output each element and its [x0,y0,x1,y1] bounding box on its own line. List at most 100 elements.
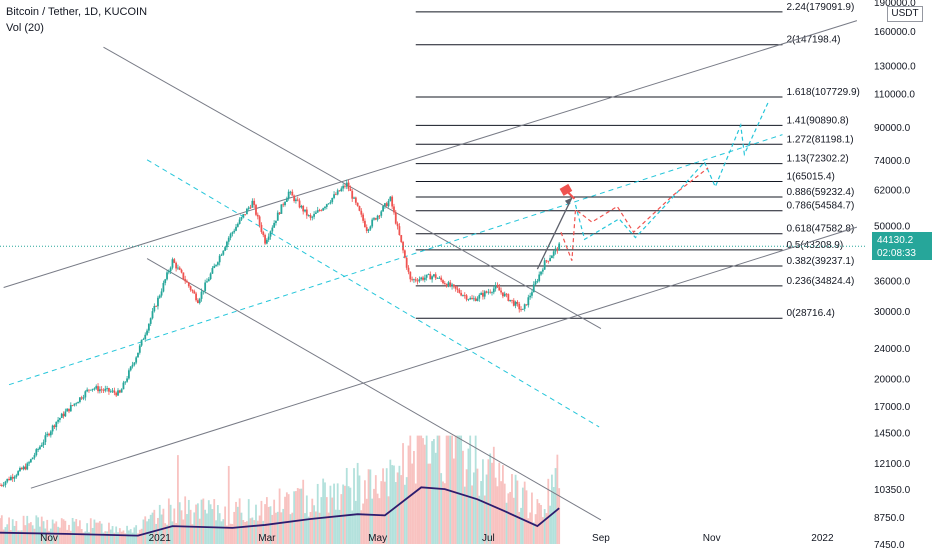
price-tick-label: 30000.0 [874,307,911,318]
candle-body [78,397,81,403]
time-tick-label: May [368,533,387,544]
volume-bar [95,522,98,544]
candle-body [11,476,14,479]
candle-body [467,299,470,301]
candle-body [218,255,221,263]
flag-marker-icon [559,183,573,196]
volume-bar [442,481,444,544]
volume-bar [518,512,521,544]
candle-body [253,200,256,205]
volume-bar [193,512,196,544]
candle-body [118,390,121,393]
candle-body [465,295,468,300]
bar-countdown: 02:08:33 [877,248,916,260]
volume-bar [222,519,225,544]
volume-bar [362,503,365,544]
volume-bar [438,435,441,544]
volume-bar [24,525,27,544]
volume-bar [500,481,502,544]
candle-body [298,200,301,208]
fib-level-label: 0.382(39237.1) [786,256,854,267]
candle-body [373,218,375,220]
volume-bar [514,474,517,544]
candle-body [220,254,223,256]
candle-body [472,298,475,300]
candle-body [423,277,426,280]
volume-bar [207,500,210,544]
volume-bar [300,488,303,544]
time-tick-label: 2021 [149,533,172,544]
candle-body [442,280,444,284]
candle-body [17,471,20,476]
candle-body [15,475,18,477]
volume-bar [498,462,501,544]
volume-bar [551,474,553,544]
candlesticks [0,179,561,488]
volume-bar [403,484,406,544]
volume-bar [26,515,29,544]
candle-body [265,239,268,244]
volume-bar [59,527,61,544]
candle-body [62,413,65,417]
candle-body [29,459,32,463]
candle-body [353,197,355,199]
fib-level-label: 0(28716.4) [786,308,834,319]
price-tick-label: 160000.0 [874,27,916,38]
volume-bar [325,497,328,544]
volume-bar [200,499,203,544]
time-tick-label: Mar [258,533,276,544]
volume-indicator-label[interactable]: Vol (20) [6,22,44,34]
volume-bar [97,522,99,544]
candle-body [449,282,452,287]
volume-bar [527,518,530,544]
candle-body [211,268,214,274]
candle-body [289,191,292,193]
candle-body [536,280,539,282]
candle-body [256,214,259,217]
candle-body [456,288,459,290]
candle-body [518,303,521,310]
candle-body [469,298,472,300]
candle-body [529,295,532,298]
volume-bar [6,524,9,544]
candle-body [554,248,557,252]
candle-body [334,194,337,196]
candle-body [135,357,138,363]
volume-bar [414,483,417,544]
candle-body [271,227,274,232]
volume-bar [231,524,234,544]
volume-bar [220,521,223,544]
price-tick-label: 12100.0 [874,459,911,470]
volume-bar [144,516,147,544]
candle-body [447,282,450,287]
candle-body [356,202,359,207]
candle-body [402,241,404,251]
volume-bar [543,509,546,544]
chart-title: Bitcoin / Tether, 1D, KUCOIN [6,6,148,18]
volume-bar [411,463,414,544]
candle-body [514,301,517,306]
candle-body [169,267,172,272]
volume-bar [224,506,227,544]
volume-bar [22,515,25,544]
candle-body [371,219,374,227]
candle-body [489,291,492,293]
volume-bar [128,530,130,544]
candle-body [285,198,288,202]
candle-body [487,291,490,293]
candle-body [24,466,27,470]
volume-bar [452,458,455,544]
volume-bar [289,514,292,544]
volume-bar [102,532,105,544]
candle-body [4,481,7,485]
currency-badge[interactable]: USDT [887,6,923,22]
volume-bar [275,512,277,544]
candle-body [75,403,78,405]
candle-body [13,476,16,479]
volume-bar [2,529,5,544]
volume-bar [494,477,497,544]
volume-bar [472,472,475,544]
volume-bar [302,479,305,544]
volume-bar [216,505,219,544]
